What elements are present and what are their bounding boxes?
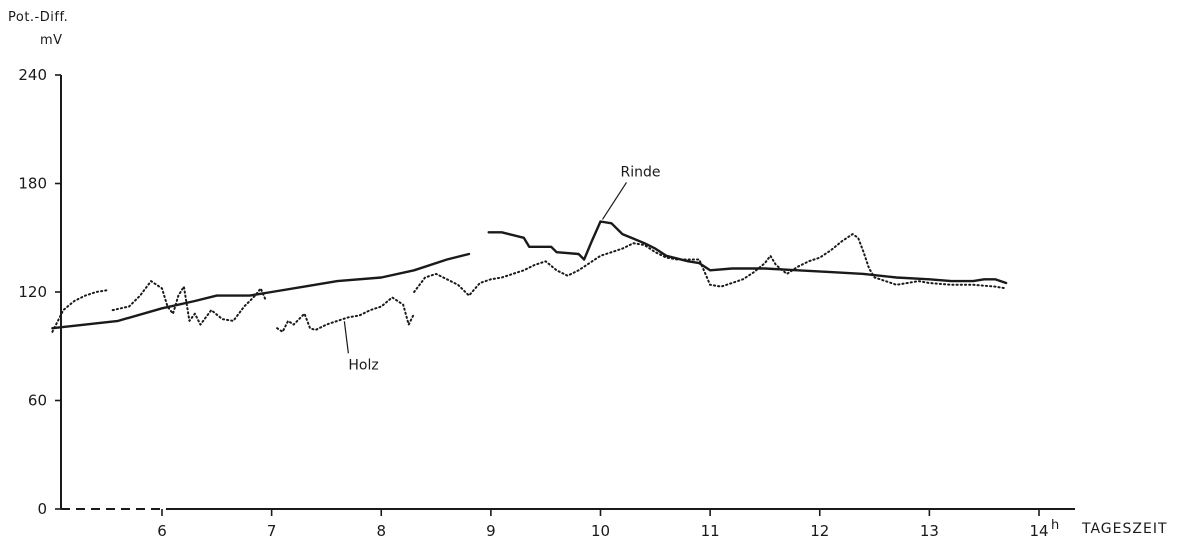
- x-unit-superscript: h: [1051, 518, 1059, 533]
- holz-leader-line: [343, 321, 349, 354]
- series-layer: [51, 220, 1008, 333]
- x-tick-label-7: 7: [267, 522, 277, 540]
- series-holz-segment-3: [276, 296, 416, 333]
- x-tick-label-12: 12: [810, 522, 829, 540]
- x-tick-label-14: 14: [1029, 522, 1048, 540]
- series-rinde-segment-1: [51, 252, 471, 330]
- series-rinde-segment-2: [487, 220, 1008, 285]
- x-tick-label-10: 10: [591, 522, 610, 540]
- annotation-layer: Rinde Holz: [343, 164, 661, 373]
- y-ticks: 0 60 120 180 240: [18, 66, 61, 518]
- series-holz-segment-2: [111, 280, 268, 326]
- series-rinde: [51, 220, 1008, 330]
- y-tick-label-60: 60: [28, 392, 47, 410]
- y-tick-label-0: 0: [37, 500, 47, 518]
- rinde-label: Rinde: [621, 164, 661, 180]
- y-tick-label-120: 120: [18, 283, 47, 301]
- x-tick-label-9: 9: [486, 522, 496, 540]
- series-holz: [51, 233, 1008, 333]
- rinde-leader-line: [601, 182, 628, 220]
- x-ticks: 6 7 8 9 10 11 12 13 14 h: [157, 509, 1059, 540]
- x-tick-label-13: 13: [920, 522, 939, 540]
- y-axis-unit: mV: [40, 33, 63, 48]
- x-tick-label-8: 8: [376, 522, 386, 540]
- y-axis-title: Pot.-Diff.: [8, 10, 68, 25]
- series-holz-segment-4: [413, 233, 1008, 297]
- x-tick-label-6: 6: [157, 522, 167, 540]
- holz-label: Holz: [348, 357, 378, 373]
- x-axis-title: TAGESZEIT: [1081, 521, 1168, 537]
- x-tick-label-11: 11: [701, 522, 720, 540]
- y-tick-label-180: 180: [18, 175, 47, 193]
- series-holz-segment-1: [51, 289, 109, 333]
- y-tick-label-240: 240: [18, 66, 47, 84]
